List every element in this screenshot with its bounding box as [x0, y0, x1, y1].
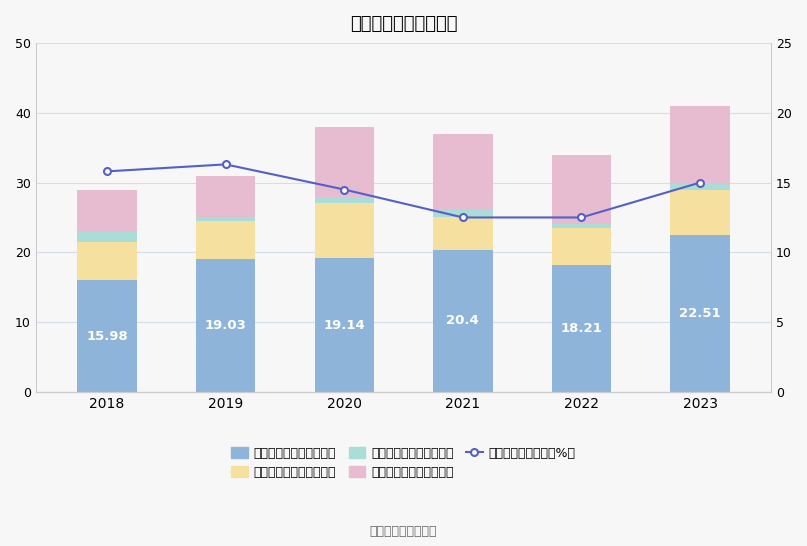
Bar: [77, 232, 136, 242]
Bar: [552, 265, 611, 392]
Bar: [196, 259, 255, 392]
Bar: [77, 242, 136, 281]
Text: 19.03: 19.03: [205, 319, 247, 332]
Legend: 左轴：销售费用（亿元）, 左轴：管理费用（亿元）, 左轴：财务费用（亿元）, 左轴：研发费用（亿元）, 右轴：期间费用率（%）: 左轴：销售费用（亿元）, 左轴：管理费用（亿元）, 左轴：财务费用（亿元）, 左…: [225, 441, 582, 485]
Bar: [196, 221, 255, 259]
Bar: [315, 197, 374, 204]
Bar: [433, 210, 492, 217]
Bar: [315, 258, 374, 392]
Bar: [552, 224, 611, 228]
Text: 15.98: 15.98: [86, 330, 128, 343]
Bar: [433, 134, 492, 210]
Bar: [77, 281, 136, 392]
Bar: [552, 228, 611, 265]
Text: 数据来源：恒生聚源: 数据来源：恒生聚源: [370, 525, 437, 538]
Bar: [433, 217, 492, 250]
Bar: [196, 217, 255, 221]
Bar: [315, 204, 374, 258]
Text: 19.14: 19.14: [324, 319, 365, 332]
Text: 22.51: 22.51: [679, 307, 721, 320]
Bar: [671, 235, 730, 392]
Bar: [671, 189, 730, 235]
Text: 18.21: 18.21: [561, 322, 602, 335]
Bar: [671, 182, 730, 189]
Bar: [552, 155, 611, 224]
Bar: [196, 176, 255, 217]
Bar: [315, 127, 374, 197]
Title: 历年期间费用变化情况: 历年期间费用变化情况: [349, 15, 458, 33]
Bar: [433, 250, 492, 392]
Bar: [77, 189, 136, 232]
Text: 20.4: 20.4: [446, 314, 479, 327]
Bar: [671, 106, 730, 182]
